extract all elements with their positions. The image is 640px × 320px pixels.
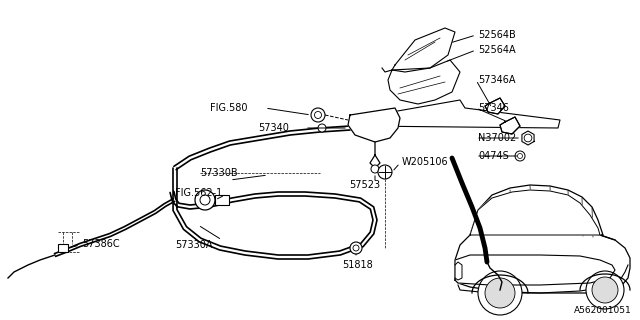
Polygon shape — [358, 100, 560, 128]
Text: 57523: 57523 — [349, 180, 381, 190]
Text: 57386C: 57386C — [82, 239, 120, 249]
Circle shape — [318, 124, 326, 132]
Circle shape — [478, 271, 522, 315]
Text: 57340: 57340 — [258, 123, 289, 133]
Polygon shape — [470, 190, 600, 235]
Polygon shape — [500, 117, 520, 134]
Circle shape — [200, 195, 210, 205]
Circle shape — [515, 151, 525, 161]
Bar — [215, 195, 229, 205]
Polygon shape — [348, 108, 400, 142]
Polygon shape — [455, 228, 630, 293]
Text: 57330B: 57330B — [200, 168, 237, 178]
Polygon shape — [485, 98, 505, 114]
Circle shape — [592, 277, 618, 303]
Circle shape — [524, 134, 532, 142]
Circle shape — [485, 278, 515, 308]
Text: 57346A: 57346A — [478, 75, 515, 85]
Text: 51818: 51818 — [342, 260, 372, 270]
Polygon shape — [392, 28, 455, 72]
Circle shape — [353, 245, 359, 251]
Text: 52564A: 52564A — [478, 45, 516, 55]
Circle shape — [378, 165, 392, 179]
Text: FIG.562-1: FIG.562-1 — [175, 188, 222, 198]
Text: A562001051: A562001051 — [574, 306, 632, 315]
Text: N37002: N37002 — [478, 133, 516, 143]
Text: 52564B: 52564B — [478, 30, 516, 40]
Circle shape — [371, 165, 379, 173]
Text: 57346: 57346 — [478, 103, 509, 113]
Circle shape — [350, 242, 362, 254]
Circle shape — [195, 190, 215, 210]
Polygon shape — [455, 255, 615, 285]
Text: FIG.580: FIG.580 — [210, 103, 248, 113]
Polygon shape — [522, 131, 534, 145]
Circle shape — [586, 271, 624, 309]
Circle shape — [311, 108, 325, 122]
Polygon shape — [388, 60, 460, 104]
Text: 0474S: 0474S — [478, 151, 509, 161]
Text: 57330A: 57330A — [175, 240, 212, 250]
Circle shape — [314, 111, 321, 118]
Circle shape — [518, 154, 522, 158]
Text: W205106: W205106 — [402, 157, 449, 167]
Bar — [58, 244, 68, 252]
